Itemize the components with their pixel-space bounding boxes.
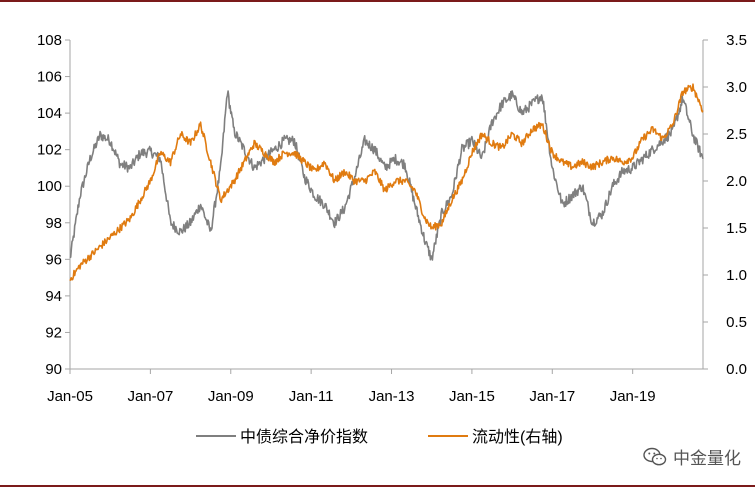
legend: 中债综合净价指数 流动性(右轴) — [196, 428, 563, 446]
bottom-rule — [0, 485, 755, 487]
watermark-text: 中金量化 — [673, 449, 741, 469]
series-line-liquidity — [69, 83, 704, 282]
y-right-tick-label: 2.0 — [726, 173, 747, 190]
x-tick-label: Jan-05 — [47, 388, 93, 405]
x-tick-label: Jan-07 — [127, 388, 173, 405]
y-right-tick-label: 3.5 — [726, 32, 747, 49]
y-right-tick-label: 3.0 — [726, 79, 747, 96]
y-left-tick-label: 106 — [37, 69, 62, 86]
watermark: 中金量化 — [643, 444, 741, 469]
y-right-tick-label: 0.5 — [726, 314, 747, 331]
x-tick-label: Jan-09 — [208, 388, 254, 405]
x-tick-label: Jan-19 — [610, 388, 656, 405]
axes: 90 92 94 96 98 100 102 104 106 108 0.0 0.5 1.0 1.5 2.0… — [37, 32, 747, 405]
y-left-tick-label: 96 — [45, 251, 62, 268]
x-tick-label: Jan-11 — [289, 388, 334, 405]
y-left-tick-label: 94 — [45, 288, 62, 305]
y-left-tick-label: 108 — [37, 32, 62, 49]
y-left-tick-label: 92 — [45, 324, 62, 341]
series-lines — [69, 83, 704, 282]
y-right-tick-label: 0.0 — [726, 361, 747, 378]
x-tick-label: Jan-17 — [529, 388, 575, 405]
y-left-tick-label: 104 — [37, 105, 62, 122]
y-right-tick-label: 1.5 — [726, 220, 747, 237]
top-rule — [0, 0, 755, 2]
wechat-icon — [643, 447, 667, 465]
x-tick-label: Jan-15 — [449, 388, 495, 405]
legend-label-liquidity: 流动性(右轴) — [472, 428, 563, 446]
legend-label-bond-index: 中债综合净价指数 — [240, 428, 368, 446]
x-tick-label: Jan-13 — [369, 388, 415, 405]
y-left-tick-label: 102 — [37, 142, 62, 159]
y-left-tick-label: 100 — [37, 178, 62, 195]
y-left-tick-label: 98 — [45, 215, 62, 232]
y-left-tick-label: 90 — [45, 361, 62, 378]
y-right-tick-label: 1.0 — [726, 267, 747, 284]
series-line-bond-index — [69, 90, 704, 261]
y-right-tick-label: 2.5 — [726, 126, 747, 143]
